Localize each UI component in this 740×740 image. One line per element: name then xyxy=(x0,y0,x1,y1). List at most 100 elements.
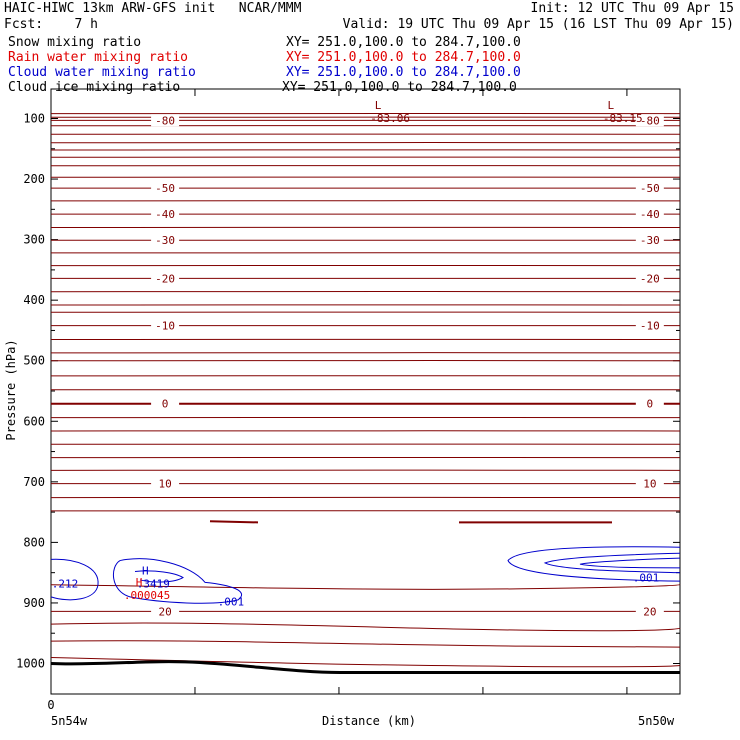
x-end-label-right: 5n50w xyxy=(638,714,675,728)
label-bg xyxy=(151,208,180,221)
isotherm-line xyxy=(50,416,681,419)
isotherm-label: -40 xyxy=(155,208,175,221)
isotherm-label: -10 xyxy=(640,320,660,333)
header-forecast: Fcst: 7 h xyxy=(4,17,98,32)
cloud-contour-label: .212 xyxy=(52,578,79,591)
isotherm-line xyxy=(50,510,681,512)
x-end-label-left: 5n54w xyxy=(51,714,88,728)
isotherm-line xyxy=(50,156,681,159)
isotherm-line xyxy=(50,116,681,119)
field-xy-rain: XY= 251.0,100.0 to 284.7,100.0 xyxy=(286,50,521,65)
isotherm-line xyxy=(50,359,681,362)
cloud-water-contour xyxy=(134,570,184,583)
label-bg xyxy=(635,605,664,618)
isotherm-line xyxy=(50,149,681,151)
label-bg xyxy=(635,208,664,221)
label-bg xyxy=(151,605,180,618)
extremum-value: -83.06 xyxy=(370,112,410,125)
extremum-value: -83.15 xyxy=(603,112,643,125)
label-bg xyxy=(635,234,664,247)
cloud-water-contour xyxy=(50,558,99,601)
field-name-cloud-water: Cloud water mixing ratio xyxy=(8,65,196,80)
isotherm-line xyxy=(50,496,681,499)
header-title: HAIC-HIWC 13km ARW-GFS init NCAR/MMM xyxy=(4,1,302,16)
isotherm-label: 20 xyxy=(158,605,171,618)
cloud-water-contour xyxy=(507,546,681,582)
y-axis-label: Pressure (hPa) xyxy=(4,339,18,440)
isotherm-label: -50 xyxy=(640,182,660,195)
y-tick-label: 200 xyxy=(23,172,45,186)
terrain-line xyxy=(50,660,680,674)
contour-labels: -80 -80 -50 -50 -40 -40 -30 -30 -20 -20 -10 -10 0 0 10… xyxy=(52,99,664,618)
isotherm-line xyxy=(50,469,681,472)
label-bg xyxy=(151,182,180,195)
isotherm-line xyxy=(50,164,681,167)
label-bg xyxy=(151,114,180,127)
y-tick-label: 500 xyxy=(23,354,45,368)
field-name-rain: Rain water mixing ratio xyxy=(8,50,189,65)
y-tick-label: 300 xyxy=(23,233,45,247)
cloud-contour-label: .001 xyxy=(633,572,660,585)
isotherm-line xyxy=(50,375,681,377)
isotherm-line xyxy=(50,176,681,179)
cloud-contours xyxy=(50,546,681,604)
header-valid: Valid: 19 UTC Thu 09 Apr 15 (16 LST Thu … xyxy=(342,17,734,32)
isotherm-label: -30 xyxy=(640,234,660,247)
isotherm-line xyxy=(50,584,681,590)
extremum-marker: H xyxy=(136,576,143,589)
label-bg xyxy=(635,182,664,195)
isotherm-line xyxy=(50,141,681,144)
isotherm-label: -20 xyxy=(155,272,175,285)
cloud-water-contour xyxy=(579,557,681,569)
isotherm-label: -10 xyxy=(155,320,175,333)
isotherm-line xyxy=(50,124,681,127)
x-tick-label: 0 xyxy=(47,698,54,712)
label-bg xyxy=(635,477,664,490)
x-axis-label: Distance (km) xyxy=(322,714,416,728)
cloud-water-contour xyxy=(112,558,242,604)
isotherm-line xyxy=(50,304,681,306)
label-bg xyxy=(151,397,180,410)
y-tick-label: 800 xyxy=(23,535,45,549)
isotherm-line xyxy=(50,112,681,115)
isotherm-label: -80 xyxy=(155,114,175,127)
label-bg xyxy=(635,272,664,285)
isotherm-line xyxy=(50,443,681,446)
isotherm-line xyxy=(50,640,681,648)
isotherm-label: 0 xyxy=(162,398,169,411)
isotherm-line xyxy=(50,133,681,136)
label-bg xyxy=(635,319,664,332)
isotherm-label: -80 xyxy=(640,114,660,127)
label-bg xyxy=(151,477,180,490)
isotherm-line xyxy=(50,200,681,202)
header-init: Init: 12 UTC Thu 09 Apr 15 xyxy=(530,1,735,16)
label-bg xyxy=(635,114,664,127)
cloud-contour-label: .001 xyxy=(218,596,245,609)
field-name-cloud-ice: Cloud ice mixing ratio xyxy=(8,80,181,95)
isotherm-line xyxy=(50,338,681,341)
y-tick-label: 400 xyxy=(23,293,45,307)
extremum-value: .000045 xyxy=(124,589,170,602)
y-tick-label: 900 xyxy=(23,596,45,610)
field-name-snow: Snow mixing ratio xyxy=(8,35,142,50)
isotherm-line xyxy=(50,622,681,632)
y-tick-label: 1000 xyxy=(16,657,45,671)
isotherm-label: -20 xyxy=(640,272,660,285)
extremum-marker: H xyxy=(142,564,149,577)
isotherm-line xyxy=(50,456,681,459)
isotherm-label: -40 xyxy=(640,208,660,221)
plot-frame xyxy=(50,88,681,695)
y-tick-label: 700 xyxy=(23,475,45,489)
field-xy-cloud-water: XY= 251.0,100.0 to 284.7,100.0 xyxy=(286,65,521,80)
isotherm-line xyxy=(50,252,681,254)
label-bg xyxy=(151,234,180,247)
isotherm-line xyxy=(50,311,681,314)
isotherm-label: 0 xyxy=(647,398,654,411)
y-tick-label: 600 xyxy=(23,414,45,428)
cloud-water-contour xyxy=(543,552,681,574)
isotherm-line xyxy=(50,290,681,293)
field-xy-cloud-ice: XY= 251.0,100.0 to 284.7,100.0 xyxy=(282,80,517,95)
extremum-value: .3419 xyxy=(137,577,170,590)
